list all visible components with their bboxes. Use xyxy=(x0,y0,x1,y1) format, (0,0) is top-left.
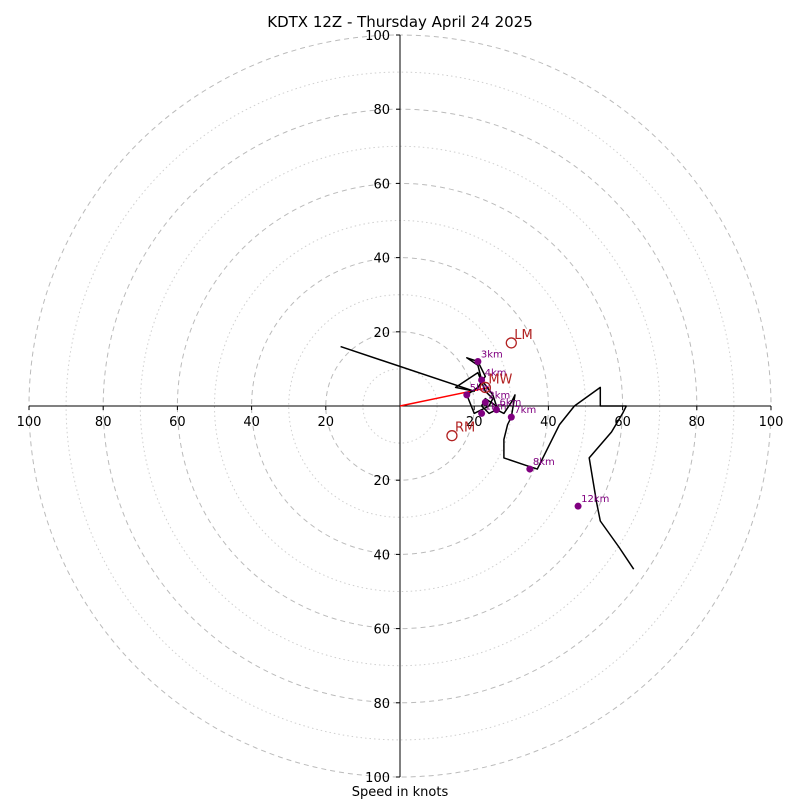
storm-motion-rm xyxy=(446,430,458,442)
height-marker-4km xyxy=(478,376,486,384)
height-label-3km: 3km xyxy=(481,349,503,360)
y-ticks: 100 80 60 40 20 20 40 60 80 100 xyxy=(365,29,400,786)
storm-motion-lm xyxy=(505,337,517,349)
height-markers: 1km2km3km4km5km6km7km8km12km xyxy=(463,349,609,510)
y-tick-label: 20 xyxy=(373,326,390,341)
x-tick-label: 80 xyxy=(689,415,706,430)
x-axis-label: Speed in knots xyxy=(352,785,449,800)
y-tick-label: 40 xyxy=(373,548,390,563)
chart-title: KDTX 12Z - Thursday April 24 2025 xyxy=(267,13,533,31)
height-label-4km: 4km xyxy=(485,368,507,379)
height-marker-7km xyxy=(507,413,515,421)
x-tick-label: 20 xyxy=(318,415,335,430)
x-tick-label: 80 xyxy=(95,415,112,430)
height-label-2km: 2km xyxy=(488,390,510,401)
storm-motion-label-rm: RM xyxy=(455,421,475,436)
height-label-8km: 8km xyxy=(533,457,555,468)
x-tick-label: 20 xyxy=(466,415,483,430)
height-marker-6km xyxy=(492,406,500,414)
storm-motions: LM MW RM xyxy=(446,328,533,442)
x-tick-label: 60 xyxy=(169,415,186,430)
y-tick-label: 80 xyxy=(373,697,390,712)
y-tick-label: 40 xyxy=(373,252,390,267)
y-tick-label: 80 xyxy=(373,103,390,118)
y-tick-label: 60 xyxy=(373,623,390,638)
x-tick-label: 40 xyxy=(540,415,557,430)
storm-motion-label-mw: MW xyxy=(488,372,512,387)
height-marker-2km xyxy=(481,398,489,406)
storm-motion-label-lm: LM xyxy=(514,328,532,343)
x-tick-label: 100 xyxy=(17,415,42,430)
wind-trace xyxy=(340,345,635,570)
y-tick-label: 20 xyxy=(373,474,390,489)
height-marker-5km xyxy=(463,391,471,399)
x-tick-label: 100 xyxy=(759,415,784,430)
height-marker-3km xyxy=(474,357,482,365)
x-ticks: 100 80 60 40 20 20 40 60 80 100 xyxy=(17,406,784,430)
height-label-7km: 7km xyxy=(514,405,536,416)
height-marker-12km xyxy=(574,502,582,510)
height-label-12km: 12km xyxy=(581,494,609,505)
storm-motion-mw xyxy=(479,381,491,394)
height-marker-1km xyxy=(478,409,486,417)
y-tick-label: 100 xyxy=(365,29,390,44)
y-tick-label: 60 xyxy=(373,177,390,192)
x-tick-label: 40 xyxy=(243,415,260,430)
height-label-6km: 6km xyxy=(499,398,521,409)
x-tick-label: 60 xyxy=(614,415,631,430)
y-tick-label: 100 xyxy=(365,771,390,786)
height-marker-8km xyxy=(526,465,534,473)
